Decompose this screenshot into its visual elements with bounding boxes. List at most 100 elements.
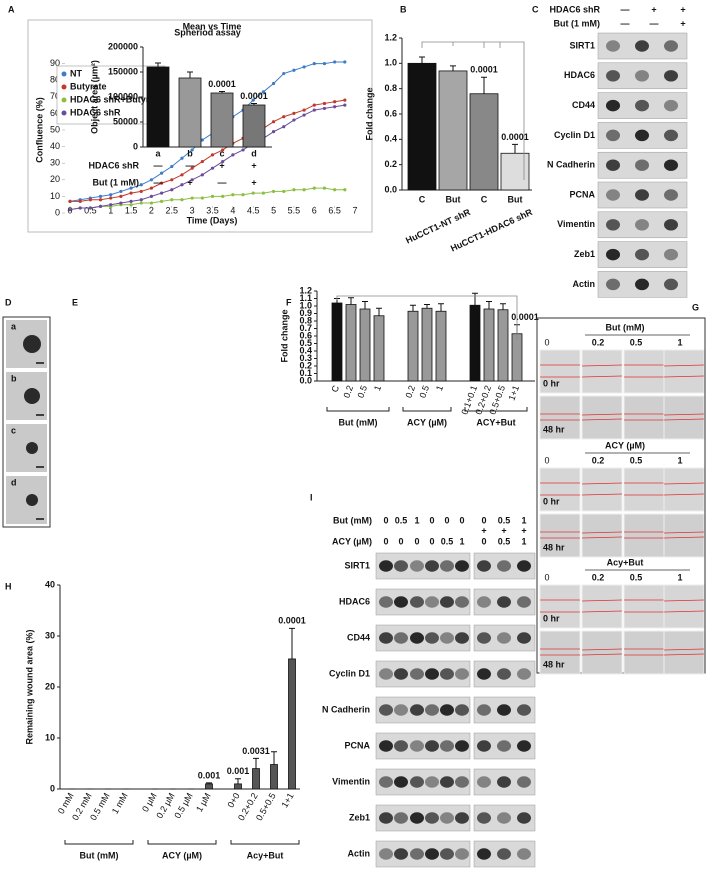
- scratch-image: [663, 584, 705, 629]
- protein-label: N Cadherin: [547, 160, 595, 170]
- blot-band: [410, 704, 424, 716]
- x-tick-label: C: [481, 194, 488, 204]
- group-bracket: [147, 840, 217, 845]
- blot-band: [606, 40, 620, 52]
- blot-header-mark: 1: [459, 536, 464, 546]
- condition-mark: —: [186, 160, 195, 170]
- wound-edge: [663, 599, 705, 602]
- point: [312, 186, 316, 190]
- image-frame: [2, 316, 51, 528]
- x-tick-label: 0.5: [355, 384, 369, 399]
- point: [221, 159, 225, 164]
- spheroid: [26, 494, 38, 506]
- y-tick-label: 200000: [108, 41, 138, 51]
- blot-band: [664, 248, 678, 261]
- condition-mark: —: [218, 177, 227, 187]
- point: [210, 166, 215, 170]
- point: [68, 208, 72, 212]
- point: [139, 189, 143, 194]
- y-axis-label: Remaining wound area (%): [24, 629, 34, 744]
- blot-band: [497, 560, 511, 572]
- x-tick-label: 3.5: [206, 205, 219, 215]
- blot-band: [664, 40, 678, 52]
- x-tick-label: 2: [149, 205, 154, 215]
- error-bar: [362, 301, 368, 309]
- point: [109, 196, 113, 200]
- blot-header-mark: +: [680, 18, 685, 28]
- section-title: But (mM): [606, 322, 645, 332]
- y-tick-label: 10: [50, 191, 60, 201]
- point: [160, 191, 164, 195]
- point: [160, 199, 164, 203]
- blot-band: [440, 668, 454, 680]
- point: [302, 108, 306, 112]
- y-tick-label: 10: [45, 732, 55, 742]
- blot-band: [410, 848, 424, 860]
- condition-label: HDAC6 shR: [88, 160, 139, 170]
- point: [282, 125, 286, 129]
- panel-letter: C: [532, 4, 539, 14]
- point: [200, 173, 204, 177]
- blot-header-mark: 0: [459, 515, 464, 525]
- x-tick-label: 1+1: [506, 384, 521, 402]
- legend-marker: [61, 97, 67, 103]
- wound-edge: [581, 493, 623, 496]
- dose-label: 0.2: [592, 572, 605, 582]
- y-tick-label: 0.0: [299, 375, 312, 385]
- blot-band: [455, 560, 469, 572]
- blot-band: [606, 99, 620, 112]
- scratch-image: [623, 513, 665, 558]
- x-tick-label: 6.5: [328, 205, 341, 215]
- dose-label: 0.2: [592, 337, 605, 347]
- group-bracket: [402, 407, 452, 412]
- point: [190, 166, 194, 170]
- series-line: [69, 187, 345, 211]
- blot-band: [394, 848, 408, 860]
- scratch-image: [623, 630, 665, 675]
- point: [170, 198, 174, 202]
- group-bracket: [64, 840, 134, 845]
- point: [88, 206, 92, 210]
- group-label: ACY (µM): [162, 850, 202, 860]
- point: [129, 186, 133, 190]
- blot-band: [379, 704, 393, 716]
- scratch-image: [623, 349, 665, 394]
- time-label: 0 hr: [543, 496, 560, 506]
- point: [149, 178, 154, 182]
- y-tick-label: 70: [50, 91, 60, 101]
- blot-band: [425, 812, 439, 824]
- section-title: ACY (µM): [605, 440, 645, 450]
- group-label: ACY+But: [476, 417, 515, 427]
- comparison-bracket: [336, 295, 518, 340]
- blot-header-mark: 0: [383, 536, 388, 546]
- blot-band: [517, 632, 531, 644]
- scratch-image: [581, 630, 623, 675]
- point: [302, 113, 306, 117]
- blot-band: [664, 219, 678, 231]
- point: [190, 196, 194, 200]
- bar: [469, 93, 499, 191]
- panel-letter: B: [400, 4, 407, 14]
- group-label: Acy+But: [247, 850, 284, 860]
- scratch-image: [539, 467, 581, 512]
- series-line: [70, 99, 345, 202]
- x-tick-label: C: [419, 194, 426, 204]
- y-tick-label: 60: [50, 108, 60, 118]
- y-tick-label: 0.4: [299, 345, 312, 355]
- point: [261, 191, 265, 195]
- y-tick-label: 0.2: [384, 159, 397, 169]
- x-tick-label: 1: [108, 205, 113, 215]
- blot-band: [606, 129, 620, 142]
- blot-band: [440, 740, 454, 752]
- blot-band: [394, 812, 408, 824]
- y-tick-label: 0.8: [299, 315, 312, 325]
- wound-edge: [581, 413, 623, 416]
- blot-band: [455, 632, 469, 644]
- panel-letter: E: [72, 297, 78, 307]
- blot-band: [425, 560, 439, 572]
- blot-band: [635, 248, 649, 261]
- point: [322, 101, 327, 106]
- point: [221, 148, 225, 152]
- blot-plus: +: [481, 525, 486, 535]
